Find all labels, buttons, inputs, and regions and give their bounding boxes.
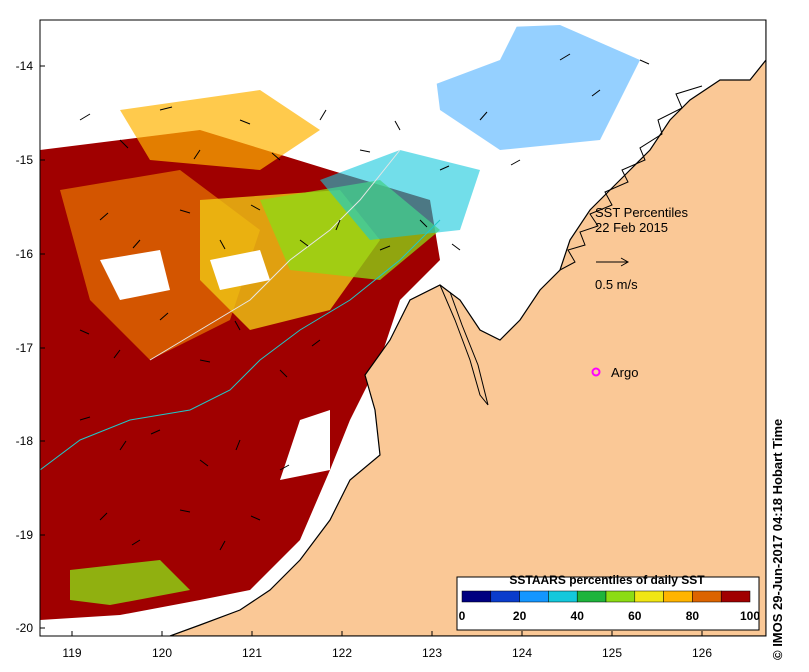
lon-tick-label: 123 xyxy=(422,646,442,660)
map-title: SST Percentiles xyxy=(595,205,688,220)
lat-tick-label: -20 xyxy=(16,621,34,635)
colorbar: SSTAARS percentiles of daily SST 0 20 40 60… xyxy=(456,573,760,631)
colorbar-swatch xyxy=(634,590,664,603)
colorbar-swatch xyxy=(663,590,693,603)
lat-tick-label: -16 xyxy=(16,247,34,261)
coastline xyxy=(439,284,489,406)
contour xyxy=(40,219,441,471)
colorbar-label: 100 xyxy=(740,609,760,623)
coastline xyxy=(559,85,703,271)
argo-marker xyxy=(591,367,601,377)
argo-label: Argo xyxy=(611,365,638,380)
credit-text: © IMOS 29-Jun-2017 04:18 Hobart Time xyxy=(770,418,785,660)
colorbar-swatch xyxy=(548,590,578,603)
colorbar-box xyxy=(456,576,760,631)
colorbar-label: 40 xyxy=(571,609,585,623)
land-mass xyxy=(169,20,766,636)
contour xyxy=(149,149,401,361)
colorbar-title: SSTAARS percentiles of daily SST xyxy=(509,573,705,587)
lon-tick-label: 121 xyxy=(242,646,262,660)
cloud-gap xyxy=(100,250,170,300)
lon-tick-label: 126 xyxy=(692,646,712,660)
lon-tick-label: 120 xyxy=(152,646,172,660)
lat-tick-label: -19 xyxy=(16,528,34,542)
lon-tick-label: 119 xyxy=(62,646,81,660)
lon-tick-label: 122 xyxy=(332,646,352,660)
colorbar-swatch xyxy=(605,590,636,603)
colorbar-swatch xyxy=(692,590,722,603)
colorbar-swatch xyxy=(720,590,751,603)
cloud-gap xyxy=(40,20,520,90)
longitude-axis: 119 120 121 122 123 124 125 126 xyxy=(62,631,712,660)
colorbar-label: 0 xyxy=(459,609,466,623)
colorbar-swatch xyxy=(461,590,492,603)
map-frame xyxy=(39,19,767,637)
cloud-gap xyxy=(280,410,330,480)
colorbar-label: 60 xyxy=(628,609,642,623)
colorbar-swatch xyxy=(576,590,607,603)
current-vectors xyxy=(79,53,650,551)
latitude-axis: -14 -15 -16 -17 -18 -19 -20 xyxy=(16,59,45,635)
sst-field-mixed xyxy=(120,90,320,170)
cloud-gap xyxy=(210,250,270,290)
lat-tick-label: -14 xyxy=(16,59,34,73)
map-date: 22 Feb 2015 xyxy=(595,220,668,235)
scale-arrow xyxy=(596,257,630,267)
colorbar-swatch xyxy=(490,590,520,603)
scale-label: 0.5 m/s xyxy=(595,277,638,292)
sst-field-cyan xyxy=(320,150,480,240)
lon-tick-label: 124 xyxy=(512,646,532,660)
lon-tick-label: 125 xyxy=(602,646,622,660)
colorbar-label: 80 xyxy=(686,609,700,623)
colorbar-swatch xyxy=(519,590,549,603)
lat-tick-label: -17 xyxy=(16,341,34,355)
colorbar-label: 20 xyxy=(513,609,527,623)
lat-tick-label: -15 xyxy=(16,153,34,167)
sst-field-south-green xyxy=(70,560,190,605)
lat-tick-label: -18 xyxy=(16,434,34,448)
